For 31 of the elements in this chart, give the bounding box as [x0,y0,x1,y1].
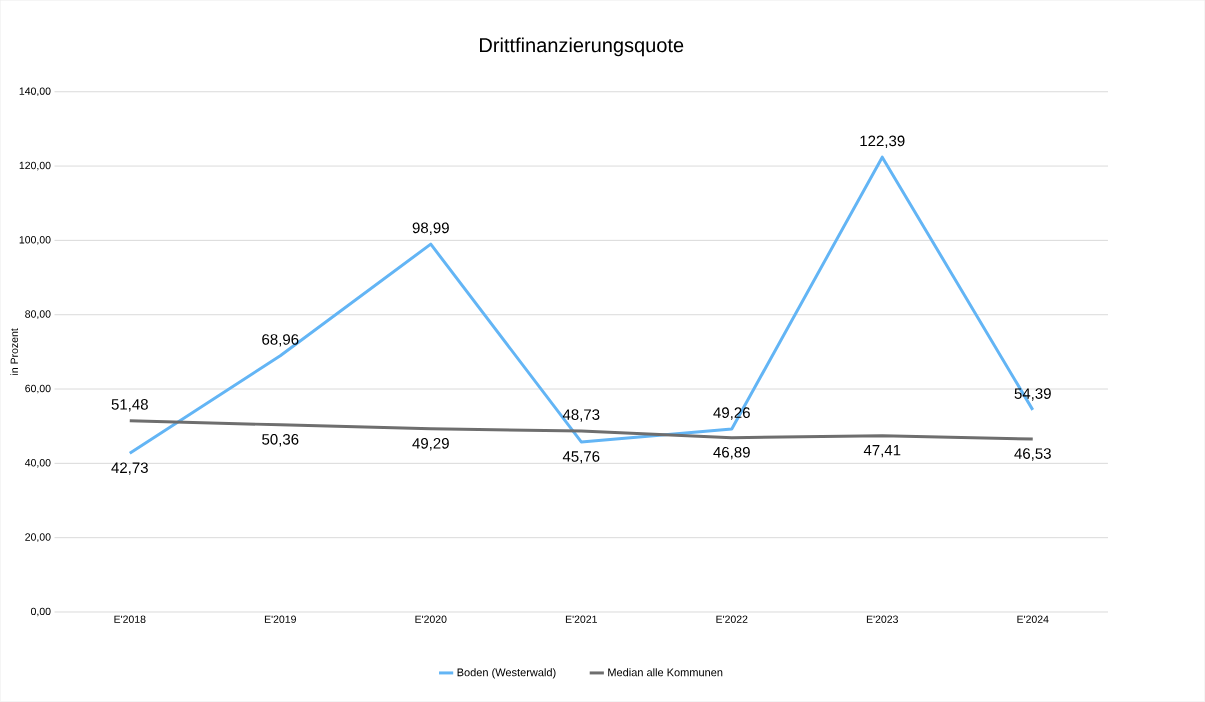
data-label: 48,73 [562,409,600,422]
data-label: 45,76 [562,451,600,464]
y-tick-label: 80,00 [25,310,51,320]
x-tick-label: E'2018 [114,615,146,624]
chart-title: Drittfinanzierungsquote [480,37,684,57]
y-tick-label: 0,00 [30,607,51,617]
y-tick-label: 60,00 [25,384,51,394]
y-tick-label: 40,00 [24,459,51,468]
x-tick-label: E'2019 [264,615,296,624]
y-axis-title: in Prozent [10,328,19,375]
data-label: 122,39 [860,135,905,149]
legend-label: Median alle Kommunen [608,668,723,677]
data-label: 47,41 [863,445,901,458]
data-label: 51,48 [111,399,148,412]
data-label: 46,89 [713,447,750,460]
data-label: 46,53 [1014,448,1051,461]
data-label: 68,96 [262,334,299,347]
data-label: 49,29 [412,438,449,451]
x-tick-label: E'2020 [415,615,447,624]
y-tick-label: 120,00 [19,161,51,171]
x-tick-label: E'2021 [565,615,597,624]
data-label: 50,36 [262,434,299,447]
data-label: 42,73 [111,462,148,475]
y-tick-label: 20,00 [25,533,51,543]
x-tick-label: E'2024 [1017,615,1049,624]
data-label: 98,99 [412,222,449,236]
x-tick-label: E'2023 [866,615,898,624]
y-tick-label: 140,00 [19,87,51,97]
x-tick-label: E'2022 [716,615,748,624]
legend-label: Boden (Westerwald) [457,668,556,679]
y-tick-label: 100,00 [19,236,51,245]
